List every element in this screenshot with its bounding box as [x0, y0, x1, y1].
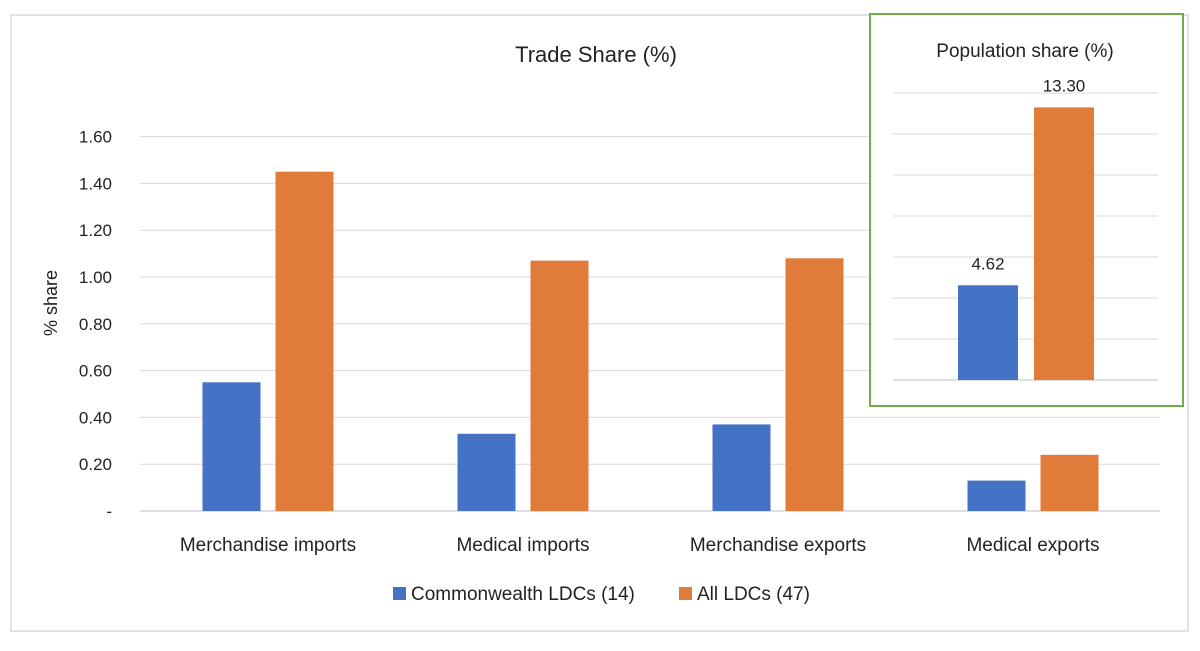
- legend: Commonwealth LDCs (14) All LDCs (47): [393, 584, 810, 605]
- legend-label-all-ldcs: All LDCs (47): [697, 584, 810, 605]
- inset-bar-commonwealth: [958, 285, 1018, 380]
- y-tick-label: -: [106, 502, 112, 521]
- legend-swatch-all-ldcs: [679, 587, 692, 600]
- inset-gridlines: [893, 92, 1158, 381]
- y-tick-label: 1.40: [79, 174, 112, 193]
- inset-data-labels: 4.62 13.30: [971, 76, 1085, 273]
- bar-all-ldcs-2: [785, 258, 844, 511]
- legend-swatch-commonwealth: [393, 587, 406, 600]
- y-axis-label: % share: [41, 270, 61, 336]
- inset-bar-all-ldcs: [1034, 107, 1094, 380]
- y-tick-label: 0.20: [79, 455, 112, 474]
- inset-data-label: 4.62: [971, 254, 1004, 273]
- legend-label-commonwealth: Commonwealth LDCs (14): [411, 584, 635, 605]
- main-y-tick-labels: - 0.20 0.40 0.60 0.80 1.00 1.20 1.40 1.60: [79, 128, 112, 521]
- y-tick-label: 1.20: [79, 221, 112, 240]
- y-tick-label: 0.60: [79, 362, 112, 381]
- bar-all-ldcs-3: [1040, 454, 1099, 511]
- bar-commonwealth-0: [202, 382, 261, 511]
- y-tick-label: 1.00: [79, 268, 112, 287]
- category-label: Medical exports: [966, 535, 1099, 556]
- main-category-labels: Merchandise imports Medical imports Mercha…: [180, 535, 1100, 556]
- main-bars: [202, 171, 1099, 511]
- bar-commonwealth-1: [457, 433, 516, 511]
- bar-all-ldcs-0: [275, 171, 334, 511]
- inset-title: Population share (%): [936, 41, 1113, 62]
- y-tick-label: 0.40: [79, 408, 112, 427]
- bar-commonwealth-3: [967, 480, 1026, 511]
- inset-bars: [958, 107, 1094, 380]
- y-tick-label: 0.80: [79, 315, 112, 334]
- category-label: Merchandise imports: [180, 535, 356, 556]
- inset-frame: [869, 13, 1184, 407]
- bar-all-ldcs-1: [530, 260, 589, 511]
- bar-commonwealth-2: [712, 424, 771, 511]
- inset-data-label: 13.30: [1043, 76, 1086, 95]
- category-label: Medical imports: [456, 535, 589, 556]
- population-inset: Population share (%) 4.62 13.30: [869, 13, 1184, 407]
- y-tick-label: 1.60: [79, 128, 112, 147]
- category-label: Merchandise exports: [690, 535, 866, 556]
- chart-title: Trade Share (%): [515, 42, 677, 67]
